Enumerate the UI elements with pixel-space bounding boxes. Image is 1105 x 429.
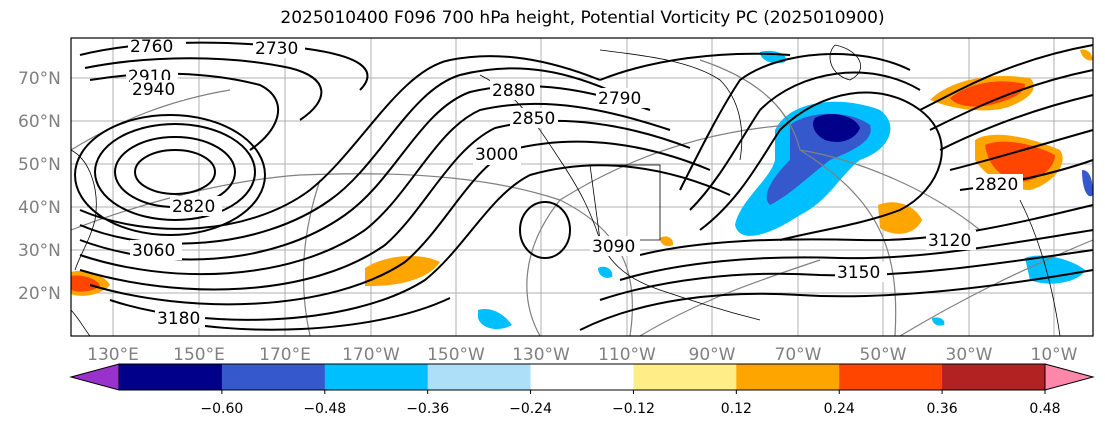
lat-label: 20°N: [18, 284, 61, 304]
contour-label: 2880: [492, 81, 535, 101]
lon-label: 130°W: [512, 345, 570, 365]
lat-label: 50°N: [18, 155, 61, 175]
contour-label: 2940: [132, 80, 175, 100]
colorbar-segment: [119, 364, 223, 390]
colorbar-tick-label: 0.48: [1029, 401, 1060, 417]
lon-label: 150°W: [427, 345, 485, 365]
colorbar-segment: [221, 364, 326, 390]
lon-label: 70°W: [775, 345, 822, 365]
contour-label: 2850: [512, 109, 555, 129]
colorbar-tick-label: 0.12: [721, 401, 752, 417]
lon-label: 150°E: [173, 345, 225, 365]
colorbar-segment: [427, 364, 532, 390]
contour-label: 2730: [255, 39, 298, 59]
lon-label: 170°W: [342, 345, 400, 365]
lat-label: 30°N: [18, 241, 61, 261]
lat-label: 60°N: [18, 112, 61, 132]
colorbar-tick-label: 0.36: [927, 401, 958, 417]
lat-gridlines: [71, 77, 1093, 294]
colorbar-segment: [530, 364, 634, 390]
colorbar-tick-label: −0.24: [509, 401, 552, 417]
colorbar-extend-low: [69, 363, 120, 391]
colorbar-segment: [633, 364, 737, 390]
colorbar-segment: [736, 364, 840, 390]
colorbar-segment: [942, 364, 1046, 390]
contour-label: 2820: [975, 175, 1018, 195]
lon-axis-labels: 130°E 150°E 170°E 170°W 150°W 130°W 110°…: [87, 345, 1078, 365]
height-contours: [74, 41, 1094, 331]
lon-label: 110°W: [598, 345, 656, 365]
colorbar-tick-label: −0.60: [200, 401, 243, 417]
lat-axis-labels: 70°N 60°N 50°N 40°N 30°N 20°N: [18, 69, 61, 304]
lon-label: 90°W: [689, 345, 736, 365]
colorbar-extend-high: [1044, 363, 1095, 391]
lon-label: 50°W: [860, 345, 907, 365]
map-frame: [70, 37, 1094, 337]
lon-label: 170°E: [259, 345, 311, 365]
contour-label: 2760: [130, 37, 173, 57]
colorbar-segment: [324, 364, 429, 390]
lon-label: 130°E: [87, 345, 139, 365]
colorbar-tick-label: 0.24: [824, 401, 855, 417]
colorbar-tick-label: −0.12: [612, 401, 655, 417]
contour-label: 2790: [598, 89, 641, 109]
colorbar-tick-label: −0.36: [406, 401, 449, 417]
colorbar-border: [118, 363, 1046, 391]
lon-label: 30°W: [946, 345, 993, 365]
contour-label: 3180: [157, 309, 200, 329]
colorbar-segment: [839, 364, 943, 390]
contour-labels: 2760 2730 2910 2940 2820 3060 2880 2790 …: [126, 36, 1023, 329]
contour-label: 3120: [928, 231, 971, 251]
map-title: 2025010400 F096 700 hPa height, Potentia…: [280, 8, 885, 28]
lat-label: 40°N: [18, 198, 61, 218]
lon-label: 10°W: [1031, 345, 1078, 365]
contour-label: 3150: [837, 263, 880, 283]
lat-label: 70°N: [18, 69, 61, 89]
colorbar-tick-label: −0.48: [303, 401, 346, 417]
contour-label: 2820: [172, 197, 215, 217]
contour-label: 3060: [132, 241, 175, 261]
contour-label: 3090: [592, 237, 635, 257]
colorbar: −0.60 −0.48 −0.36 −0.24 −0.12 0.12 0.24 0.36 0.4…: [69, 363, 1095, 417]
contour-label: 3000: [475, 145, 518, 165]
